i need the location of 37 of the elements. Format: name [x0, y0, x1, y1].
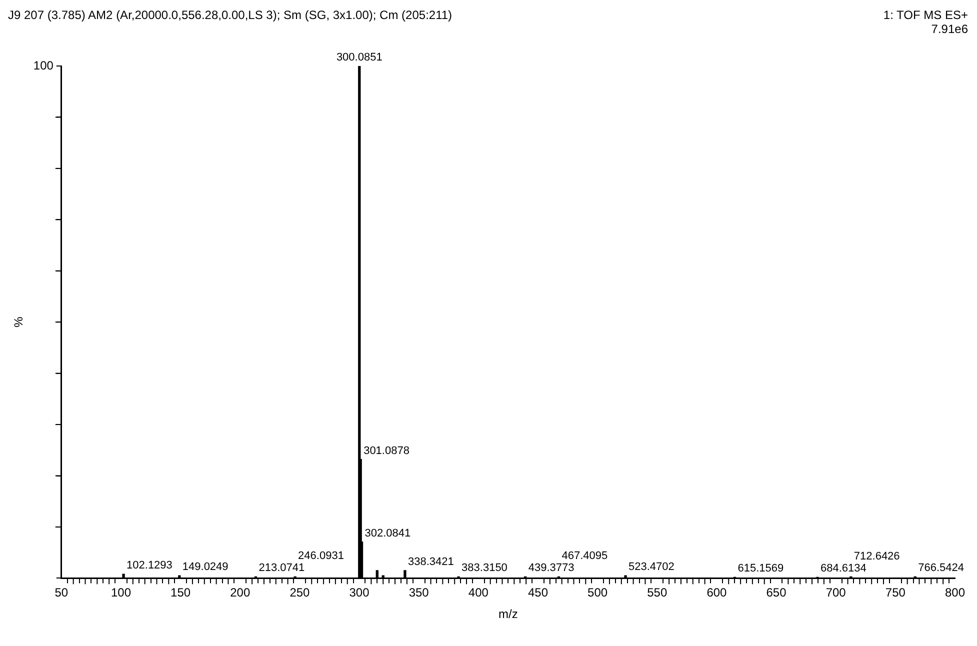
annotation: 213.0741 — [258, 562, 305, 574]
x-tick-label: 50 — [54, 586, 68, 600]
annotation: 766.5424 — [918, 562, 964, 574]
x-tick-label: 250 — [290, 586, 310, 600]
chart-title: J9 207 (3.785) AM2 (Ar,20000.0,556.28,0.00,LS 3); Sm (SG, 3x1.00); Cm (205:211) — [8, 8, 452, 24]
annotation: 246.0931 — [298, 550, 344, 562]
annotation: 712.6426 — [854, 550, 900, 563]
annotation: 302.0841 — [364, 527, 411, 540]
annotation: 300.0851 — [336, 52, 382, 64]
x-tick-label: 400 — [468, 586, 489, 600]
x-tick-label: 550 — [647, 586, 668, 600]
x-tick-label: 700 — [826, 586, 846, 600]
text: 7.91e6 — [930, 22, 968, 36]
x-tick-label: 150 — [170, 586, 191, 600]
text: 1: TOF MS ES+ — [883, 8, 968, 22]
x-tick-label: 450 — [528, 586, 548, 600]
y-axis-title: % — [12, 316, 26, 328]
x-tick-label: 100 — [110, 586, 132, 600]
annotation: 338.3421 — [408, 556, 454, 568]
annotation: 301.0878 — [364, 444, 410, 457]
annotation: 523.4702 — [628, 561, 674, 574]
annotation: 102.1293 — [126, 560, 172, 572]
x-tick-label: 800 — [944, 586, 966, 600]
annotation: 149.0249 — [182, 561, 228, 574]
annotation: 383.3150 — [462, 562, 508, 574]
annotation: 439.3773 — [528, 562, 574, 574]
x-tick-label: 750 — [885, 586, 906, 600]
annotation: 684.6134 — [820, 562, 866, 575]
annotation: 467.4095 — [562, 550, 608, 562]
x-tick-label: 650 — [766, 586, 787, 600]
x-axis-title: m/z — [498, 607, 518, 622]
x-tick-label: 350 — [408, 586, 430, 600]
x-tick-label: 600 — [706, 586, 728, 600]
x-tick-label: 500 — [588, 586, 608, 600]
x-tick-label: 200 — [230, 586, 250, 600]
annotation: 615.1569 — [738, 562, 784, 575]
x-tick-label: 300 — [349, 586, 370, 600]
